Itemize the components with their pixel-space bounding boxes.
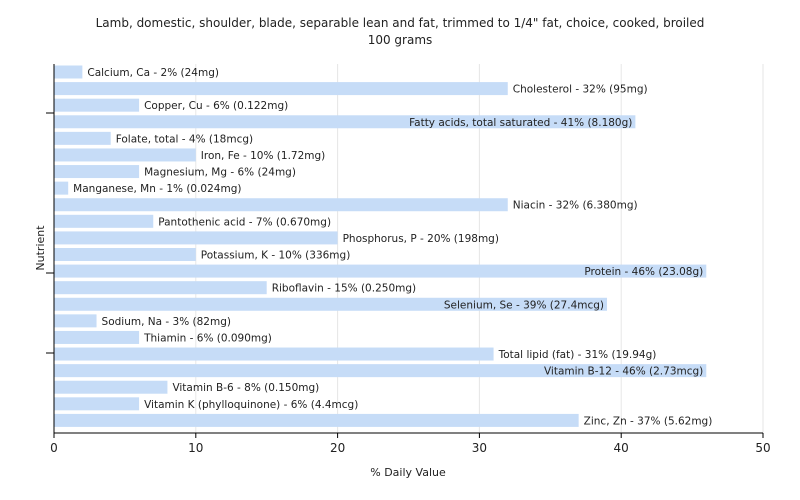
bar-label: Protein - 46% (23.08g) bbox=[584, 266, 703, 278]
bar bbox=[54, 131, 111, 145]
bar bbox=[54, 380, 168, 394]
bar-label: Sodium, Na - 3% (82mg) bbox=[102, 316, 231, 328]
bar-label: Folate, total - 4% (18mcg) bbox=[116, 133, 253, 145]
x-tick-label: 50 bbox=[755, 441, 770, 455]
bar-label: Vitamin B-12 - 46% (2.73mcg) bbox=[544, 366, 703, 378]
bar-label: Phosphorus, P - 20% (198mg) bbox=[343, 233, 499, 245]
bar-label: Cholesterol - 32% (95mg) bbox=[513, 84, 648, 96]
bar bbox=[54, 314, 97, 328]
bar bbox=[54, 231, 338, 245]
bar bbox=[54, 281, 267, 295]
bar bbox=[54, 65, 83, 79]
bar bbox=[54, 198, 508, 212]
bar bbox=[54, 148, 196, 162]
bar bbox=[54, 214, 154, 228]
bar bbox=[54, 397, 140, 411]
bar bbox=[54, 264, 707, 278]
bar bbox=[54, 181, 69, 195]
bar bbox=[54, 330, 140, 344]
x-axis-label: % Daily Value bbox=[370, 466, 446, 479]
bar bbox=[54, 98, 140, 112]
bar-label: Manganese, Mn - 1% (0.024mg) bbox=[73, 183, 241, 195]
x-tick-label: 10 bbox=[188, 441, 203, 455]
bar bbox=[54, 413, 579, 427]
chart-title: Lamb, domestic, shoulder, blade, separab… bbox=[95, 16, 705, 30]
bar bbox=[54, 248, 196, 261]
bar-label: Selenium, Se - 39% (27.4mcg) bbox=[444, 299, 604, 311]
x-tick-label: 30 bbox=[472, 441, 487, 455]
bar-label: Zinc, Zn - 37% (5.62mg) bbox=[584, 415, 713, 427]
bar-label: Total lipid (fat) - 31% (19.94g) bbox=[498, 349, 657, 361]
bar-label: Iron, Fe - 10% (1.72mg) bbox=[201, 150, 325, 162]
bar bbox=[54, 115, 636, 129]
x-tick-label: 40 bbox=[614, 441, 629, 455]
bar-label: Riboflavin - 15% (0.250mg) bbox=[272, 283, 416, 295]
chart-subtitle: 100 grams bbox=[367, 33, 433, 47]
bar-label: Magnesium, Mg - 6% (24mg) bbox=[144, 167, 296, 179]
bar-label: Vitamin B-6 - 8% (0.150mg) bbox=[172, 382, 319, 394]
bar-label: Fatty acids, total saturated - 41% (8.18… bbox=[409, 117, 632, 129]
x-tick-label: 0 bbox=[50, 441, 58, 455]
x-tick-label: 20 bbox=[330, 441, 345, 455]
bar bbox=[54, 165, 140, 179]
bar bbox=[54, 364, 707, 378]
bar-label: Pantothenic acid - 7% (0.670mg) bbox=[158, 216, 331, 228]
y-axis-label: Nutrient bbox=[34, 225, 47, 271]
bar-label: Potassium, K - 10% (336mg) bbox=[201, 250, 351, 262]
bar-label: Thiamin - 6% (0.090mg) bbox=[143, 332, 272, 344]
bar bbox=[54, 297, 608, 311]
bar bbox=[54, 82, 508, 96]
bar bbox=[54, 347, 494, 361]
bar-label: Copper, Cu - 6% (0.122mg) bbox=[144, 100, 288, 112]
bar-label: Calcium, Ca - 2% (24mg) bbox=[87, 67, 219, 79]
bar-label: Vitamin K (phylloquinone) - 6% (4.4mcg) bbox=[144, 399, 358, 411]
bar-label: Niacin - 32% (6.380mg) bbox=[513, 200, 638, 212]
